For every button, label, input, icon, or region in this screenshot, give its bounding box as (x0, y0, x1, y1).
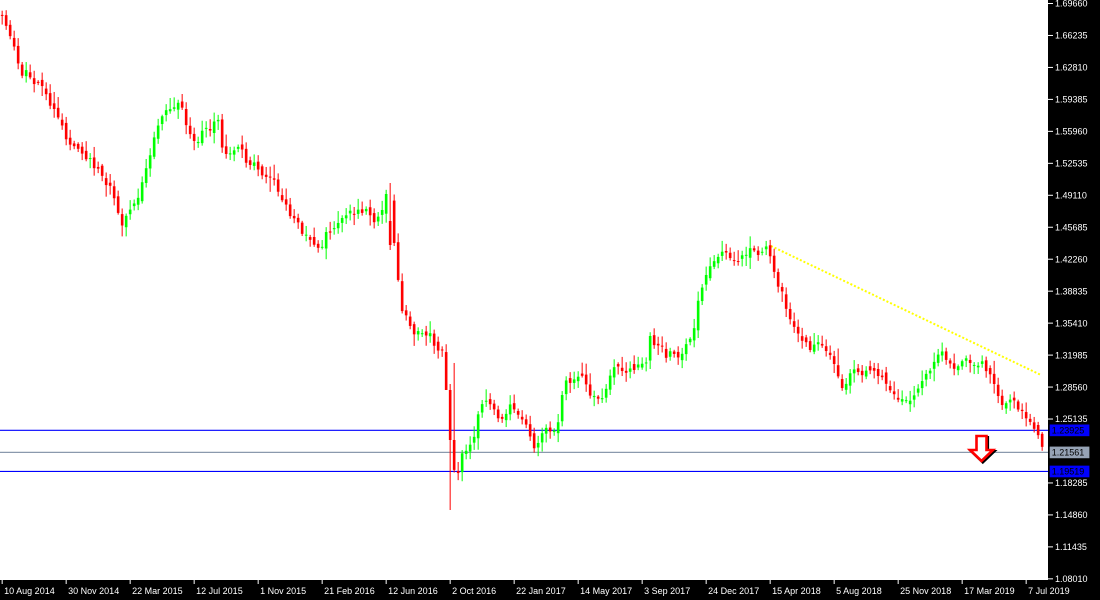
svg-text:25 Nov 2018: 25 Nov 2018 (900, 586, 951, 596)
svg-text:1.14860: 1.14860 (1055, 510, 1088, 520)
svg-text:1.25135: 1.25135 (1055, 414, 1088, 424)
svg-text:1.69660: 1.69660 (1055, 0, 1088, 9)
svg-text:14 May 2017: 14 May 2017 (580, 586, 632, 596)
svg-text:2 Oct 2016: 2 Oct 2016 (452, 586, 496, 596)
svg-text:1.11435: 1.11435 (1055, 542, 1087, 552)
svg-text:12 Jun 2016: 12 Jun 2016 (388, 586, 438, 596)
svg-text:1.55960: 1.55960 (1055, 127, 1088, 137)
svg-text:3 Sep 2017: 3 Sep 2017 (644, 586, 690, 596)
svg-text:1 Nov 2015: 1 Nov 2015 (260, 586, 306, 596)
svg-text:30 Nov 2014: 30 Nov 2014 (68, 586, 119, 596)
svg-text:1.59385: 1.59385 (1055, 95, 1088, 105)
svg-text:15 Apr 2018: 15 Apr 2018 (772, 586, 821, 596)
svg-text:1.19519: 1.19519 (1052, 466, 1085, 476)
svg-text:1.45685: 1.45685 (1055, 222, 1088, 232)
svg-text:7 Jul 2019: 7 Jul 2019 (1028, 586, 1070, 596)
svg-text:22 Mar 2015: 22 Mar 2015 (132, 586, 183, 596)
svg-text:10 Aug 2014: 10 Aug 2014 (4, 586, 55, 596)
svg-text:1.62810: 1.62810 (1055, 63, 1088, 73)
svg-text:17 Mar 2019: 17 Mar 2019 (964, 586, 1015, 596)
svg-text:1.31985: 1.31985 (1055, 350, 1088, 360)
svg-text:22 Jan 2017: 22 Jan 2017 (516, 586, 566, 596)
svg-text:1.42260: 1.42260 (1055, 254, 1088, 264)
svg-text:1.28560: 1.28560 (1055, 382, 1088, 392)
svg-text:1.49110: 1.49110 (1055, 190, 1087, 200)
svg-text:1.08010: 1.08010 (1055, 574, 1088, 584)
svg-text:1.21561: 1.21561 (1052, 447, 1085, 457)
svg-text:1.18285: 1.18285 (1055, 478, 1088, 488)
svg-text:12 Jul 2015: 12 Jul 2015 (196, 586, 243, 596)
svg-text:1.66235: 1.66235 (1055, 31, 1088, 41)
svg-text:1.38835: 1.38835 (1055, 286, 1088, 296)
svg-text:1.35410: 1.35410 (1055, 318, 1088, 328)
svg-text:21 Feb 2016: 21 Feb 2016 (324, 586, 375, 596)
svg-text:24 Dec 2017: 24 Dec 2017 (708, 586, 759, 596)
svg-text:5 Aug 2018: 5 Aug 2018 (836, 586, 882, 596)
svg-text:1.52535: 1.52535 (1055, 159, 1088, 169)
svg-text:1.23925: 1.23925 (1052, 425, 1085, 435)
